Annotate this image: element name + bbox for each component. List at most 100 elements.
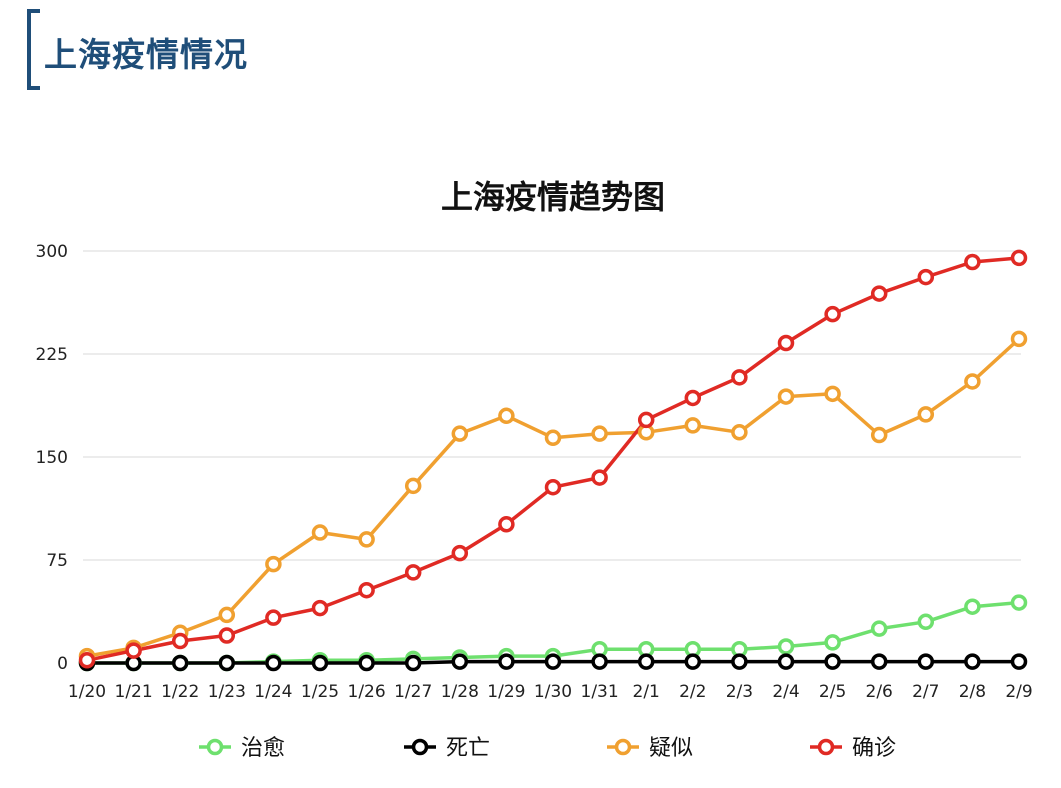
data-point — [964, 373, 981, 390]
data-point — [498, 516, 515, 533]
x-tick-label: 1/22 — [161, 682, 199, 702]
data-point — [1010, 249, 1028, 267]
data-point — [824, 305, 841, 323]
x-tick-label: 1/28 — [441, 682, 479, 702]
data-point — [311, 599, 329, 617]
data-point — [870, 620, 888, 637]
legend-swatch-marker — [206, 738, 224, 756]
data-point — [684, 653, 702, 670]
data-point — [544, 478, 562, 496]
data-point — [777, 388, 795, 405]
data-point — [451, 425, 469, 442]
data-point — [218, 654, 236, 672]
data-point — [591, 469, 608, 486]
data-point — [1010, 653, 1028, 670]
data-point — [870, 285, 888, 302]
x-tick-label: 1/31 — [581, 682, 619, 702]
x-tick-label: 1/29 — [487, 682, 525, 702]
series-lines — [86, 256, 1021, 665]
legend-swatch-marker — [411, 738, 429, 756]
chart-title: 上海疫情趋势图 — [441, 178, 665, 216]
y-tick-label: 150 — [36, 448, 68, 468]
gridlines — [83, 250, 1021, 664]
x-tick-label: 2/6 — [866, 682, 893, 702]
data-point — [451, 653, 469, 670]
legend-swatch-marker — [614, 738, 632, 756]
x-tick-label: 1/30 — [534, 682, 572, 702]
data-point — [964, 653, 981, 670]
y-axis-ticks: 0 75 150 225 300 — [36, 242, 68, 674]
x-tick-label: 2/2 — [679, 682, 706, 702]
data-point — [917, 268, 935, 286]
y-tick-label: 225 — [36, 345, 68, 365]
data-point — [544, 653, 562, 670]
data-point — [824, 385, 841, 403]
x-tick-label: 1/27 — [394, 682, 432, 702]
series-line-3 — [86, 256, 1020, 663]
data-point — [265, 654, 282, 672]
legend: 治愈 死亡 疑似 确诊 — [199, 736, 896, 761]
legend-label: 治愈 — [241, 736, 285, 761]
y-tick-label: 0 — [57, 654, 68, 674]
data-point — [637, 653, 655, 670]
page-title: 上海疫情情况 — [44, 35, 248, 74]
data-point — [171, 632, 189, 650]
x-tick-label: 2/5 — [819, 682, 846, 702]
data-point — [404, 477, 422, 495]
series-points — [78, 249, 1028, 672]
data-point — [684, 389, 702, 407]
legend-label: 确诊 — [852, 736, 896, 761]
data-point — [404, 654, 422, 672]
data-point — [451, 544, 469, 562]
x-tick-label: 1/24 — [254, 682, 292, 702]
y-tick-label: 300 — [36, 242, 68, 262]
x-tick-label: 1/20 — [68, 682, 106, 702]
x-tick-label: 2/8 — [959, 682, 986, 702]
data-point — [591, 425, 608, 442]
x-tick-label: 1/26 — [348, 682, 386, 702]
x-tick-label: 1/21 — [115, 682, 153, 702]
legend-swatch-marker — [817, 738, 835, 756]
data-point — [731, 369, 748, 386]
data-point — [125, 642, 142, 659]
data-point — [731, 653, 748, 670]
data-point — [544, 429, 562, 447]
data-point — [964, 253, 981, 271]
data-point — [404, 564, 422, 581]
data-point — [1010, 594, 1028, 611]
data-point — [917, 653, 935, 670]
legend-label: 死亡 — [446, 736, 490, 761]
data-point — [358, 531, 375, 548]
data-point — [637, 411, 655, 429]
data-point — [917, 406, 935, 423]
data-point — [870, 653, 888, 670]
data-point — [591, 653, 608, 670]
x-tick-label: 2/3 — [726, 682, 753, 702]
data-point — [358, 654, 375, 672]
data-point — [171, 654, 189, 672]
x-tick-label: 2/4 — [772, 682, 799, 702]
x-axis-ticks: 1/20 1/21 1/22 1/23 1/24 1/25 1/26 1/27 1/28 1/29… — [68, 682, 1033, 702]
x-tick-label: 2/9 — [1005, 682, 1032, 702]
data-point — [777, 638, 795, 655]
data-point — [218, 606, 236, 624]
data-point — [265, 555, 282, 573]
page-header: 上海疫情情况 — [0, 0, 1061, 100]
x-tick-label: 1/25 — [301, 682, 339, 702]
data-point — [265, 609, 282, 626]
data-point — [684, 417, 702, 434]
data-point — [731, 424, 748, 441]
data-point — [311, 654, 329, 672]
data-point — [917, 613, 935, 631]
x-tick-label: 2/1 — [633, 682, 660, 702]
data-point — [311, 524, 329, 541]
data-point — [358, 581, 375, 599]
x-tick-label: 2/7 — [912, 682, 939, 702]
data-point — [498, 407, 515, 425]
data-point — [777, 334, 795, 352]
y-tick-label: 75 — [46, 551, 68, 571]
chart-container: 上海疫情趋势图 0 75 150 225 300 1/20 1/21 1/22 1/23 1/2… — [0, 150, 1061, 784]
data-point — [498, 653, 515, 670]
data-point — [870, 426, 888, 444]
